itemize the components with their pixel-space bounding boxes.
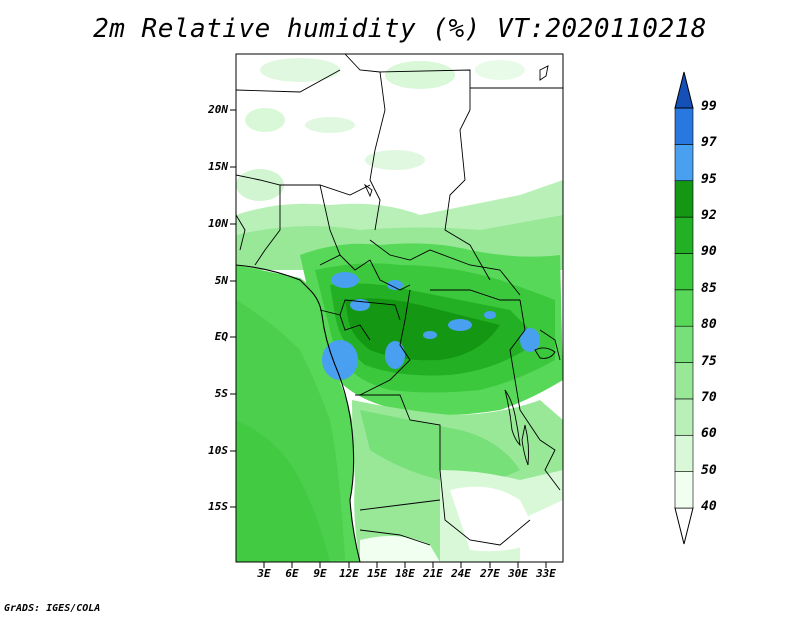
- lon-tick-marks: [263, 562, 547, 568]
- humidity-field: [236, 54, 563, 562]
- lon-label-18e: 18E: [395, 567, 415, 580]
- lon-label-27e: 27E: [480, 567, 500, 580]
- color-bar-label: 92: [701, 208, 717, 224]
- lon-label-9e: 9E: [313, 567, 327, 580]
- credit-text: GrADS: IGES/COLA: [4, 603, 101, 614]
- color-bar-label: 97: [701, 135, 717, 151]
- color-bar-label: 40: [701, 499, 717, 514]
- color-bar-segment: [674, 325, 694, 363]
- lon-label-12e: 12E: [339, 567, 359, 580]
- color-bar: [674, 71, 694, 545]
- color-bar-label: 75: [701, 353, 717, 369]
- color-bar-segment: [674, 144, 694, 182]
- lat-label-15n: 15N: [208, 160, 228, 173]
- map-frame: [235, 53, 564, 563]
- color-bar-label: 95: [701, 171, 717, 187]
- lon-label-30e: 30E: [508, 567, 528, 580]
- lon-label-6e: 6E: [285, 567, 299, 580]
- lon-label-33e: 33E: [536, 567, 556, 580]
- color-bar-segment: [674, 471, 694, 509]
- lat-label-10n: 10N: [208, 217, 228, 230]
- color-bar-arrow-low: [674, 507, 694, 545]
- color-bar-segment: [674, 434, 694, 472]
- color-bar-label: 50: [701, 462, 717, 478]
- lon-label-3e: 3E: [257, 567, 271, 580]
- color-bar-label: 80: [701, 317, 717, 333]
- lon-label-15e: 15E: [367, 567, 387, 580]
- color-bar-segment: [674, 362, 694, 400]
- lon-label-24e: 24E: [451, 567, 471, 580]
- lat-label-5s: 5S: [214, 387, 228, 400]
- color-bar-segment: [674, 216, 694, 254]
- lon-label-21e: 21E: [423, 567, 443, 580]
- color-bar-label: 90: [701, 244, 717, 260]
- color-bar-label: 99: [701, 99, 717, 114]
- lat-label-20n: 20N: [208, 103, 228, 116]
- lat-label-15s: 15S: [208, 500, 228, 513]
- map-title: 2m Relative humidity (%) VT:2020110218: [93, 14, 707, 44]
- color-bar-arrow-high: [674, 71, 694, 109]
- color-bar-label: 60: [701, 426, 717, 442]
- lat-label-eq: EQ: [214, 330, 228, 343]
- color-bar-segment: [674, 107, 694, 145]
- color-bar-segment: [674, 253, 694, 291]
- color-bar-segment: [674, 289, 694, 327]
- lat-label-5n: 5N: [214, 274, 228, 287]
- lat-label-10s: 10S: [208, 444, 228, 457]
- color-bar-segment: [674, 180, 694, 218]
- color-bar-label: 70: [701, 389, 717, 405]
- lat-tick-marks: [230, 109, 236, 508]
- color-bar-label: 85: [701, 280, 717, 296]
- color-bar-segment: [674, 398, 694, 436]
